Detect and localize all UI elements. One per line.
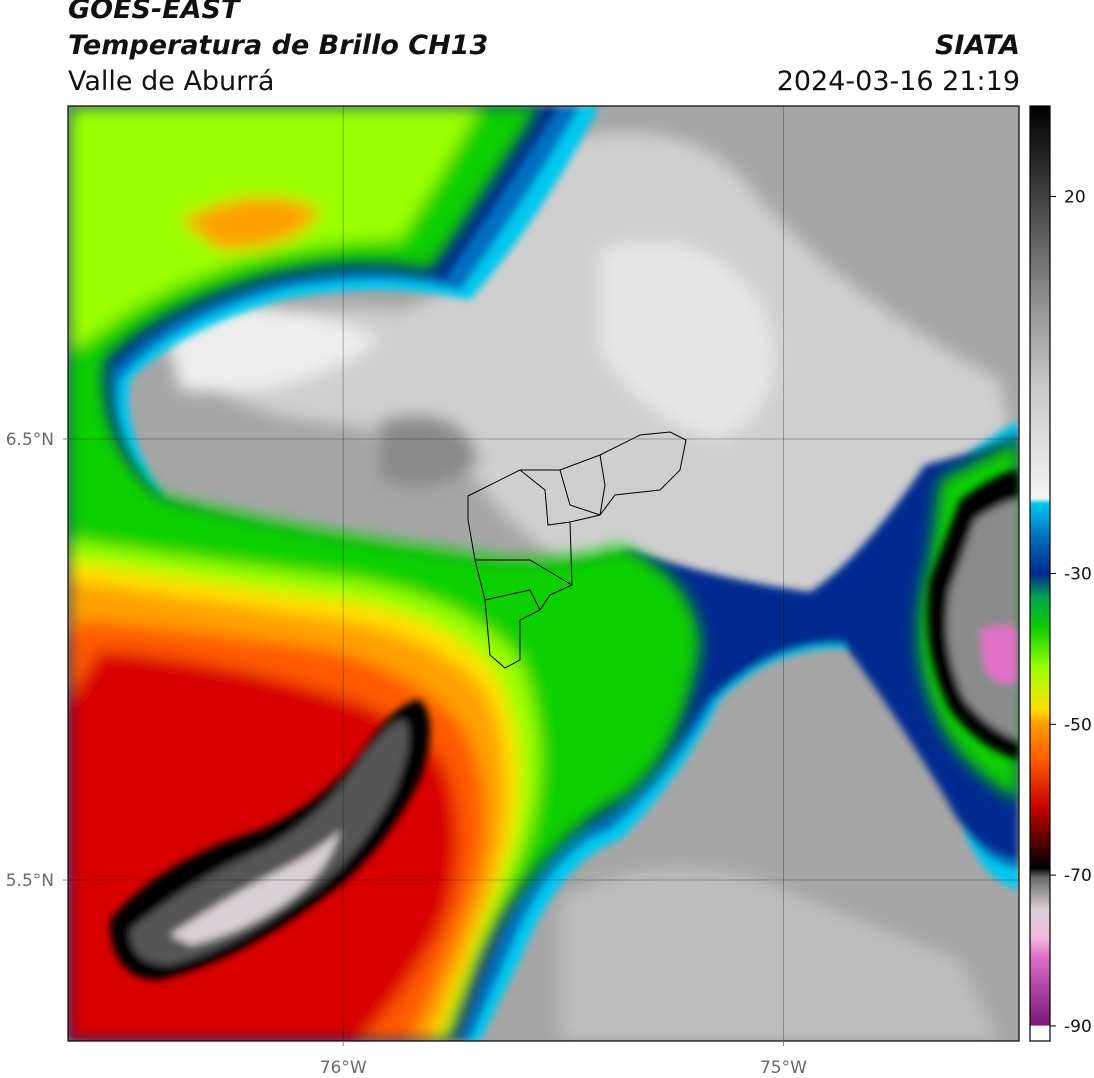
colorbar xyxy=(1030,106,1050,1041)
colorbar-tick-label: -90 xyxy=(1064,1017,1092,1037)
lat-tick-label: 6.5°N xyxy=(6,430,54,450)
organization-label: SIATA xyxy=(934,30,1020,61)
timestamp-label: 2024-03-16 21:19 xyxy=(776,66,1020,97)
colorbar-tick-label: 20 xyxy=(1064,187,1086,207)
map-gridlines xyxy=(68,106,1019,1041)
axis-labels: 76°W 75°W 6.5°N 5.5°N xyxy=(6,430,807,1078)
colorbar-tick-label: -70 xyxy=(1064,866,1092,886)
lon-tick-label: 75°W xyxy=(760,1058,807,1078)
lat-tick-label: 5.5°N xyxy=(6,871,54,891)
brightness-temperature-imagery xyxy=(68,106,1019,1041)
colorbar-tick-label: -50 xyxy=(1064,715,1092,735)
map-frame xyxy=(67,105,1020,1042)
colorbar-tick-label: -30 xyxy=(1064,565,1092,585)
municipal-boundaries xyxy=(467,431,687,669)
lon-tick-label: 76°W xyxy=(320,1058,367,1078)
region-subtitle: Valle de Aburrá xyxy=(68,66,275,97)
satellite-title: GOES-EAST xyxy=(68,0,240,25)
colorbar-ticks: 20 -30 -50 -70 -90 xyxy=(1050,187,1092,1037)
product-title: Temperatura de Brillo CH13 xyxy=(68,30,489,61)
